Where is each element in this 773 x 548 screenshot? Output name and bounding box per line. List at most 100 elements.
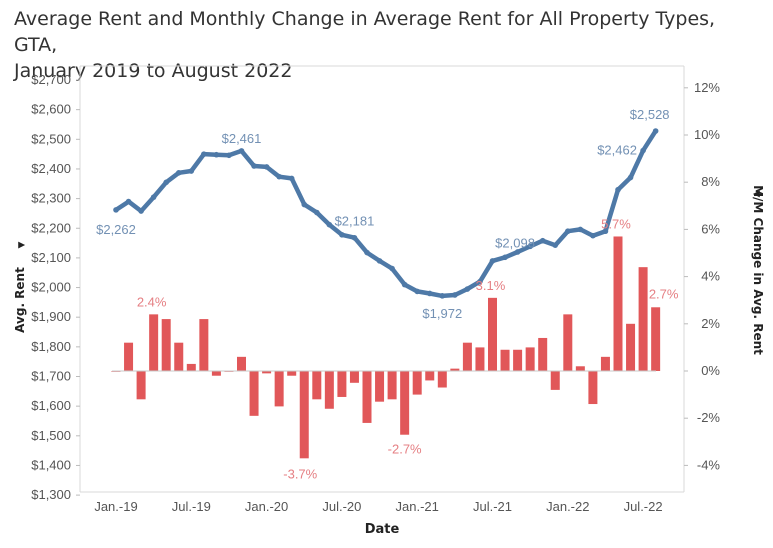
x-tick-label: Jul.-19 — [172, 499, 211, 514]
rent-point — [539, 237, 546, 244]
change-bar — [525, 347, 535, 371]
rent-point — [627, 174, 634, 181]
rent-point — [439, 293, 446, 299]
rent-point — [226, 152, 232, 159]
y-axis-right-title: M/M Change in Avg. Rent — [751, 185, 765, 355]
rent-point — [364, 249, 370, 256]
right-tick-label: 8% — [701, 174, 720, 189]
left-tick-label: $1,500 — [31, 428, 71, 443]
change-bar — [337, 371, 347, 397]
change-bar — [387, 371, 397, 400]
change-data-label: 3.1% — [476, 278, 506, 293]
y-axis-left-title: Avg. Rent — [13, 267, 27, 333]
rent-point — [452, 292, 458, 298]
change-bar — [513, 349, 523, 371]
right-tick-label: 6% — [701, 221, 720, 236]
rent-point — [288, 175, 295, 182]
rent-point — [263, 164, 270, 170]
change-bar — [324, 371, 334, 409]
left-tick-label: $1,300 — [31, 487, 71, 502]
rent-data-label: $2,262 — [96, 222, 136, 237]
change-bar — [124, 342, 134, 371]
change-bar — [500, 349, 510, 371]
change-bar — [412, 371, 422, 395]
left-tick-label: $2,400 — [31, 161, 71, 176]
change-data-label: 5.7% — [601, 216, 631, 231]
right-tick-label: 10% — [694, 127, 720, 142]
x-tick-label: Jul.-21 — [473, 499, 512, 514]
rent-line — [113, 128, 658, 299]
change-bar — [538, 337, 548, 371]
change-bar — [186, 363, 196, 371]
x-tick-label: Jul.-22 — [624, 499, 663, 514]
change-bar — [136, 371, 146, 400]
y-axis-left-sort-icon: ▼ — [17, 241, 27, 248]
left-tick-label: $2,500 — [31, 131, 71, 146]
right-tick-label: -4% — [697, 457, 721, 472]
change-bar — [462, 342, 472, 371]
rent-point — [150, 194, 157, 200]
change-bar — [475, 347, 485, 371]
x-axis-ticks: Jan.-19 Jul.-19 Jan.-20 Jul.-20 Jan.-21 Jul.-… — [94, 499, 662, 514]
rent-point — [502, 254, 508, 261]
rent-data-label: $2,462 — [597, 143, 637, 158]
change-bar — [600, 356, 610, 371]
change-bar — [488, 297, 497, 371]
rent-point — [301, 201, 308, 208]
change-bar — [375, 371, 385, 402]
rent-point — [125, 198, 132, 205]
right-tick-label: 0% — [701, 363, 720, 378]
rent-point — [577, 226, 584, 233]
rent-data-label: $2,528 — [630, 107, 670, 122]
change-bar — [249, 371, 259, 416]
change-bar — [613, 236, 623, 371]
change-bar — [638, 267, 648, 371]
rent-point — [527, 243, 533, 250]
change-bar — [425, 371, 435, 381]
change-bar — [149, 314, 159, 371]
left-tick-label: $2,300 — [31, 191, 71, 206]
right-tick-label: 12% — [694, 80, 720, 95]
rent-point — [426, 290, 433, 297]
change-data-label: -2.7% — [388, 442, 422, 457]
change-bar — [450, 368, 460, 371]
change-bar — [362, 371, 372, 423]
change-bar — [299, 371, 309, 459]
change-bar — [274, 371, 284, 407]
rent-point — [238, 148, 245, 154]
change-bar — [262, 371, 272, 374]
rent-data-label: $2,461 — [222, 131, 262, 146]
change-bar — [199, 319, 209, 371]
left-tick-label: $2,600 — [31, 102, 71, 117]
left-tick-label: $1,900 — [31, 309, 71, 324]
x-tick-label: Jan.-20 — [245, 499, 288, 514]
rent-point — [389, 265, 395, 272]
change-data-label: 2.4% — [137, 294, 167, 309]
left-tick-label: $1,700 — [31, 369, 71, 384]
rent-point — [175, 170, 182, 176]
rent-point — [113, 207, 119, 213]
rent-point — [138, 208, 144, 214]
rent-point — [590, 232, 596, 239]
rent-point — [464, 286, 471, 292]
change-bar — [161, 319, 171, 371]
change-bar — [575, 366, 585, 371]
x-tick-label: Jan.-21 — [396, 499, 439, 514]
change-bar — [237, 356, 246, 371]
data-labels: $2,262 $2,461 $2,181 $1,972 $2,098 $2,462 $2,5… — [96, 107, 679, 481]
rent-point — [163, 179, 169, 186]
rent-point — [201, 151, 207, 157]
x-tick-label: Jan.-22 — [546, 499, 589, 514]
right-tick-label: 2% — [701, 316, 720, 331]
change-bar — [550, 371, 560, 390]
rent-point — [477, 278, 483, 285]
change-data-label: 2.7% — [649, 286, 679, 301]
chart-title-line-1: Average Rent and Monthly Change in Avera… — [14, 8, 716, 56]
right-tick-label: -2% — [697, 410, 721, 425]
left-tick-label: $1,400 — [31, 457, 71, 472]
rent-point — [251, 163, 257, 169]
rent-point — [552, 242, 559, 248]
rent-point — [640, 147, 646, 154]
